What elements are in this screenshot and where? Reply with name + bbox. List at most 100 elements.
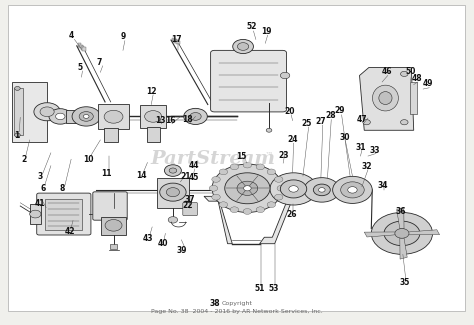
FancyBboxPatch shape (210, 50, 286, 112)
Text: 13: 13 (155, 116, 166, 125)
Text: 21: 21 (180, 173, 191, 181)
Circle shape (49, 109, 72, 124)
Text: 19: 19 (261, 28, 272, 36)
Bar (110, 244, 117, 249)
Circle shape (219, 169, 228, 175)
Text: 25: 25 (301, 119, 312, 128)
FancyBboxPatch shape (183, 202, 197, 216)
Circle shape (169, 168, 177, 173)
Circle shape (160, 183, 186, 201)
Circle shape (270, 173, 317, 205)
Circle shape (212, 194, 220, 200)
Circle shape (267, 202, 275, 208)
Bar (30, 204, 41, 224)
Circle shape (267, 169, 275, 175)
Circle shape (348, 187, 357, 193)
Text: 26: 26 (286, 210, 296, 219)
Circle shape (105, 219, 122, 231)
Text: 15: 15 (237, 151, 247, 161)
Circle shape (166, 188, 180, 197)
Circle shape (256, 164, 264, 170)
Text: 5: 5 (77, 63, 82, 72)
Bar (146, 127, 160, 142)
Text: PartStream: PartStream (151, 150, 276, 168)
Circle shape (230, 207, 238, 213)
Bar (410, 82, 418, 114)
Text: 24: 24 (287, 135, 298, 144)
Circle shape (55, 113, 65, 120)
Bar (79, 45, 83, 48)
Circle shape (83, 114, 89, 118)
Text: 37: 37 (184, 195, 195, 204)
Text: 43: 43 (143, 234, 154, 243)
Text: 45: 45 (189, 174, 199, 182)
Text: 47: 47 (356, 115, 367, 124)
Text: 40: 40 (157, 239, 168, 248)
Text: 38: 38 (209, 299, 219, 308)
Polygon shape (359, 68, 414, 130)
Circle shape (15, 133, 20, 137)
Text: 30: 30 (339, 133, 350, 142)
Polygon shape (260, 196, 293, 244)
Text: 31: 31 (355, 143, 366, 151)
Circle shape (209, 185, 218, 191)
Text: 41: 41 (35, 199, 46, 208)
Bar (12, 82, 47, 142)
Circle shape (401, 120, 408, 125)
Circle shape (277, 185, 285, 191)
Bar (104, 128, 118, 142)
Text: 22: 22 (182, 201, 193, 210)
Circle shape (313, 184, 330, 196)
Circle shape (40, 107, 54, 117)
Bar (176, 41, 180, 44)
Bar (78, 43, 82, 47)
Bar (81, 46, 84, 50)
Text: 6: 6 (40, 184, 46, 193)
Circle shape (212, 164, 283, 213)
Text: 23: 23 (278, 151, 289, 160)
Polygon shape (204, 196, 232, 244)
Bar (99, 105, 129, 129)
Text: Copyright
Page No. 38  2004 - 2016 by AR Network Services, Inc.: Copyright Page No. 38 2004 - 2016 by AR … (151, 302, 323, 314)
Circle shape (333, 176, 372, 203)
Circle shape (266, 128, 272, 132)
Bar (140, 105, 166, 128)
Text: 14: 14 (137, 171, 147, 180)
Text: 35: 35 (399, 278, 410, 287)
Ellipse shape (379, 92, 392, 105)
Polygon shape (409, 230, 439, 235)
Circle shape (256, 207, 264, 213)
Bar (172, 38, 175, 41)
Bar (157, 178, 189, 208)
Text: 20: 20 (284, 107, 295, 116)
Circle shape (244, 186, 251, 191)
Text: 50: 50 (405, 67, 416, 76)
Text: 2: 2 (21, 155, 27, 164)
Text: ™: ™ (264, 151, 273, 160)
Circle shape (225, 173, 270, 204)
Circle shape (280, 72, 290, 79)
Circle shape (274, 176, 283, 182)
Circle shape (237, 181, 258, 195)
Circle shape (280, 180, 307, 198)
Text: 32: 32 (361, 162, 372, 171)
Text: 46: 46 (382, 67, 392, 76)
Text: 39: 39 (176, 246, 187, 255)
Circle shape (237, 43, 249, 50)
Polygon shape (365, 232, 395, 237)
Text: 16: 16 (165, 116, 175, 125)
Text: 42: 42 (64, 227, 75, 236)
Text: 53: 53 (269, 284, 279, 293)
Circle shape (104, 110, 123, 123)
Circle shape (384, 221, 420, 246)
Text: 3: 3 (37, 173, 43, 181)
Circle shape (371, 213, 433, 254)
Text: 36: 36 (396, 207, 406, 216)
Text: 29: 29 (335, 107, 345, 115)
Text: 10: 10 (83, 155, 94, 164)
Circle shape (243, 162, 252, 168)
Circle shape (395, 228, 409, 238)
Bar (14, 88, 23, 135)
Circle shape (274, 194, 283, 200)
Polygon shape (397, 208, 404, 229)
